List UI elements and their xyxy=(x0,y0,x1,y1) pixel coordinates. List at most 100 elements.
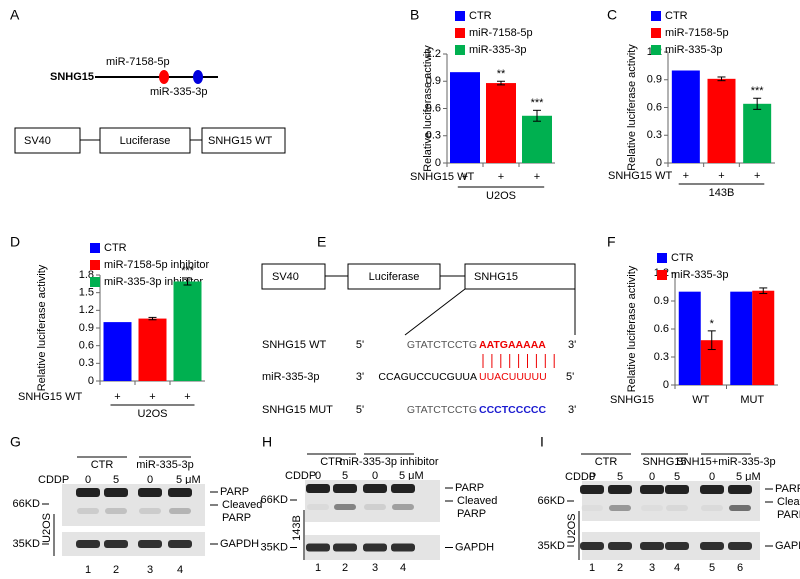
y-axis-label: Relative luciferase activity xyxy=(422,45,434,172)
lane-number: 1 xyxy=(315,562,321,574)
cell-line-label: U2OS xyxy=(41,513,53,543)
band xyxy=(307,504,329,510)
panel-letter: B xyxy=(410,7,419,23)
band xyxy=(391,484,415,493)
site-label: miR-7158-5p xyxy=(106,56,170,68)
lane-number: 4 xyxy=(674,562,680,574)
y-tick-label: 0 xyxy=(435,157,441,169)
y-tick-label: 0.6 xyxy=(79,340,94,352)
legend-swatch xyxy=(651,45,661,55)
x-tick-label: MUT xyxy=(740,394,764,406)
bar xyxy=(450,72,480,163)
legend-swatch xyxy=(657,253,667,263)
band xyxy=(700,485,724,494)
legend-label: miR-335-3p xyxy=(665,44,722,56)
band xyxy=(105,508,127,514)
significance: *** xyxy=(531,97,545,109)
group-label: 143B xyxy=(709,187,735,199)
x-tick-label: + xyxy=(498,171,504,183)
significance: ** xyxy=(497,68,506,80)
band xyxy=(641,505,663,511)
band xyxy=(138,540,162,548)
size-marker: 66KD xyxy=(537,495,565,507)
x-tick-label: + xyxy=(534,171,540,183)
panel-letter: G xyxy=(10,434,21,450)
band xyxy=(76,540,100,548)
construct-box xyxy=(464,263,576,290)
construct-box xyxy=(99,127,191,154)
band xyxy=(640,542,664,550)
y-tick-label: 1.2 xyxy=(426,48,441,60)
size-marker: 66KD xyxy=(12,498,40,510)
size-marker: 35KD xyxy=(12,538,40,550)
dose-label: 5 xyxy=(674,471,680,483)
bar xyxy=(707,78,736,163)
row-label: SNHG15 MUT xyxy=(262,404,333,416)
band xyxy=(665,485,689,494)
band xyxy=(665,542,689,550)
y-axis-label: Relative luciferase activity xyxy=(626,44,638,171)
site-marker xyxy=(159,70,169,84)
panel-letter: C xyxy=(607,7,617,23)
sequence: GTATCTCCTG xyxy=(407,339,477,351)
y-axis-label: Relative luciferase activity xyxy=(36,264,48,391)
dose-label: 0 xyxy=(589,471,595,483)
panel-letter: A xyxy=(10,7,20,23)
x-tick-label: + xyxy=(754,170,760,182)
size-marker: 66KD xyxy=(260,494,288,506)
band xyxy=(104,488,128,497)
band-label: GAPDH xyxy=(775,540,800,552)
band xyxy=(363,543,387,552)
x-tick-label: + xyxy=(718,170,724,182)
band xyxy=(334,504,356,510)
size-marker: 35KD xyxy=(260,541,288,553)
construct-label: SNHG15 WT xyxy=(208,135,272,147)
group-label: miR-335-3p xyxy=(136,459,193,471)
end-label: 5' xyxy=(356,339,364,351)
band-label: Cleaved xyxy=(777,496,800,508)
band xyxy=(640,485,664,494)
band xyxy=(77,508,99,514)
y-tick-label: 0.3 xyxy=(647,129,662,141)
construct-box xyxy=(201,127,286,154)
band xyxy=(728,485,752,494)
legend-swatch xyxy=(90,243,100,253)
band xyxy=(306,484,330,493)
legend-label: miR-335-3p xyxy=(671,269,728,281)
y-tick-label: 0.6 xyxy=(654,323,669,335)
y-tick-label: 0.3 xyxy=(654,351,669,363)
y-tick-label: 1.2 xyxy=(79,304,94,316)
y-tick-label: 0.6 xyxy=(426,102,441,114)
bar xyxy=(173,281,202,381)
y-tick-label: 0.3 xyxy=(426,130,441,142)
y-tick-label: 1.5 xyxy=(79,287,94,299)
lane-number: 2 xyxy=(113,564,119,576)
band-label: PARP xyxy=(220,486,249,498)
construct-label: SNHG15 xyxy=(474,271,518,283)
band xyxy=(138,488,162,497)
band xyxy=(608,542,632,550)
significance: *** xyxy=(751,85,765,97)
dose-label: 0 xyxy=(147,474,153,486)
band xyxy=(728,542,752,550)
band-label: GAPDH xyxy=(220,538,259,550)
significance: *** xyxy=(181,265,195,277)
bar xyxy=(671,70,700,163)
legend-label: CTR xyxy=(665,10,688,22)
bar xyxy=(522,115,552,163)
end-label: 5' xyxy=(356,404,364,416)
band-label: Cleaved xyxy=(457,495,497,507)
group-label: miR-335-3p inhibitor xyxy=(339,456,438,468)
row-label: SNHG15 xyxy=(610,394,654,406)
row-label: SNHG15 WT xyxy=(18,391,82,403)
band xyxy=(580,485,604,494)
band xyxy=(333,543,357,552)
treatment-label: CDDP xyxy=(38,474,69,486)
panel-letter: H xyxy=(262,434,272,450)
band xyxy=(580,542,604,550)
end-label: 3' xyxy=(568,404,576,416)
binding-site: UUACUUUUU xyxy=(479,371,547,383)
